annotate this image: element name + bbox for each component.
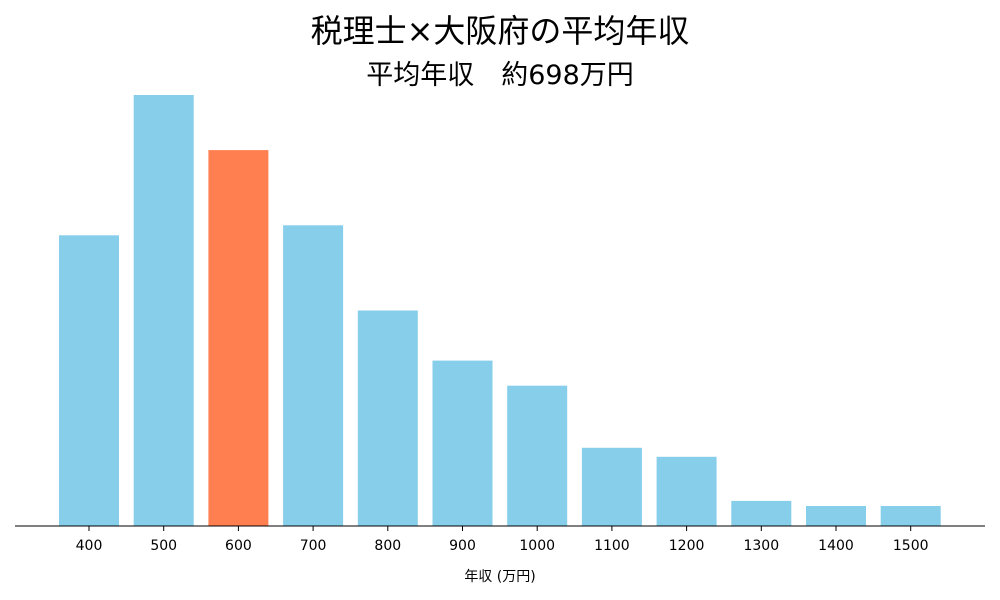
x-tick-label: 1200 (669, 538, 705, 554)
x-tick-label: 600 (225, 538, 252, 554)
bar-700 (283, 225, 344, 527)
x-tick-label: 1400 (818, 538, 854, 554)
bar-1500 (880, 506, 941, 526)
x-tick-label: 700 (300, 538, 327, 554)
x-axis-label: 年収 (万円) (464, 569, 535, 585)
bar-900 (432, 360, 493, 526)
x-tick-label: 1500 (893, 538, 929, 554)
bar-1000 (507, 385, 568, 526)
bar-500 (133, 95, 194, 526)
chart-title: 税理士×大阪府の平均年収 (311, 12, 690, 50)
bar-1400 (806, 506, 866, 526)
x-tick-label: 1100 (594, 538, 630, 554)
bar-800 (357, 310, 418, 526)
bars-group (59, 95, 941, 527)
bar-600 (208, 150, 269, 526)
bar-1100 (581, 447, 642, 526)
bar-1300 (731, 500, 792, 526)
x-tick-label: 1300 (743, 538, 779, 554)
chart-subtitle: 平均年収 約698万円 (366, 60, 634, 91)
x-tick-label: 800 (374, 538, 401, 554)
x-tick-label: 400 (76, 538, 103, 554)
bar-1200 (656, 456, 717, 526)
x-tick-label: 1000 (519, 538, 555, 554)
x-tick-label: 500 (150, 538, 177, 554)
bar-400 (59, 235, 119, 527)
x-tick-label: 900 (449, 538, 476, 554)
x-ticks-group: 400 500 600 700 800 900 1000 1100 1200 1300 1400 15… (76, 526, 929, 554)
